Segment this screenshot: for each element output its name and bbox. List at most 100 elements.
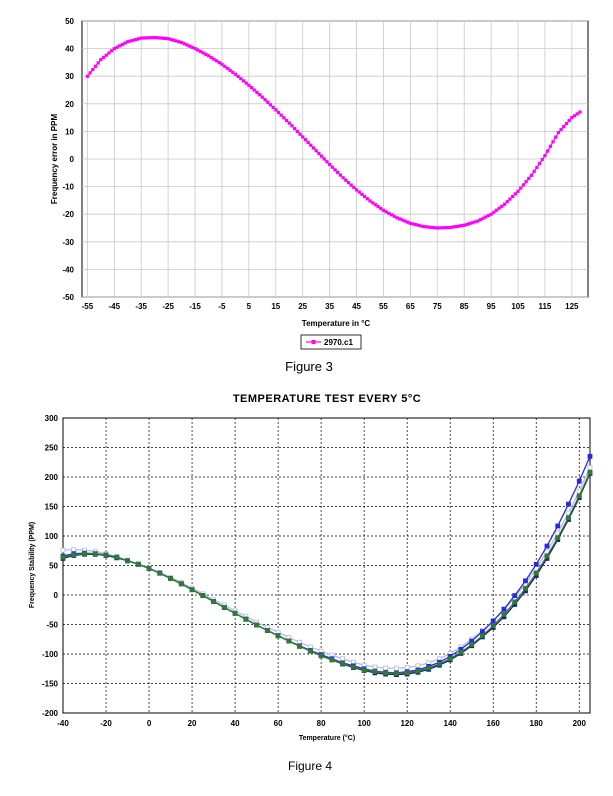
figure-3-data-point: [101, 55, 106, 60]
figure-4-series: [60, 453, 593, 678]
figure-3-data-point: [303, 138, 307, 142]
figure-3-data-point: [438, 226, 442, 230]
figure-4-ytick-label: 50: [49, 562, 58, 571]
figure-3-data-point: [99, 58, 103, 62]
figure-3-data-point: [411, 222, 415, 226]
figure-4-xtick-label: 200: [573, 719, 587, 728]
figure-4-data-point: [533, 570, 539, 576]
figure-3-data-point: [309, 143, 313, 147]
figure-4-data-point: [211, 599, 216, 604]
figure-3-data-point: [171, 38, 176, 42]
figure-3-data-point: [177, 40, 181, 44]
figure-3-data-point: [314, 149, 318, 153]
figure-3-data-point: [325, 160, 329, 164]
figure-4-data-point: [125, 558, 130, 564]
figure-4-data-point: [555, 535, 561, 541]
figure-3-data-point: [502, 202, 507, 206]
figure-3-data-point: [392, 214, 396, 218]
figure-3-ticks: -55 -45 -35 -25 -15 -5 5 15 25 35 45 55 65 75 85 95 105 1…: [62, 17, 579, 311]
figure-3-legend-label: 2970.c1: [324, 338, 353, 347]
figure-3-data-point: [575, 112, 579, 116]
figure-4-data-point: [587, 465, 593, 470]
figure-4-xtick-label: 40: [231, 719, 240, 728]
figure-4-data-point: [394, 665, 399, 671]
figure-3-data-point: [346, 181, 351, 185]
figure-4-xtick-label: 160: [487, 719, 501, 728]
figure-4-data-point: [544, 553, 550, 559]
figure-3-data-point: [567, 118, 571, 123]
figure-3-data-point: [209, 55, 213, 60]
figure-3-data-point: [511, 194, 515, 199]
figure-4-data-point: [200, 593, 206, 598]
figure-3-data-point: [249, 86, 254, 90]
figure-3-data-point: [521, 183, 526, 187]
figure-3-data-point: [123, 41, 127, 45]
figure-4-xtick-label: 120: [400, 719, 414, 728]
figure-3-data-point: [198, 49, 203, 54]
figure-3-data-point: [228, 68, 232, 72]
figure-3-data-point: [328, 162, 332, 167]
figure-4-data-point: [329, 657, 335, 663]
figure-3-xtick-label: -35: [135, 302, 147, 311]
figure-3-data-point: [454, 224, 458, 229]
figure-4-ytick-label: -200: [42, 709, 59, 718]
figure-3-xtick-label: -45: [109, 302, 121, 311]
figure-4-gridlines: [62, 417, 590, 714]
figure-3-data-point: [406, 220, 410, 224]
figure-3-data-point: [295, 129, 299, 133]
figure-4-title: TEMPERATURE TEST EVERY 5°C: [233, 393, 421, 405]
figure-3-data-point: [578, 110, 582, 114]
figure-4-data-point: [469, 642, 475, 647]
figure-3-data-point: [88, 71, 92, 75]
figure-3-data-point: [430, 225, 434, 230]
figure-3-xtick-label: 15: [271, 302, 280, 311]
figure-4-data-point: [480, 629, 485, 634]
figure-3-ytick-label: 0: [70, 155, 75, 164]
figure-3-xtick-label: 75: [433, 302, 442, 311]
figure-3-xtick-label: 35: [325, 302, 334, 311]
figure-4-data-point: [60, 554, 66, 560]
figure-4-ytick-label: 250: [45, 444, 59, 453]
figure-3-data-point: [169, 37, 173, 42]
figure-3-ytick-label: 10: [65, 127, 74, 136]
figure-4-data-point: [458, 649, 464, 655]
figure-3-data-point: [408, 221, 412, 225]
figure-4-data-point: [544, 543, 550, 549]
figure-3-data-point: [206, 54, 211, 58]
figure-3-data-point: [379, 206, 383, 211]
figure-4-data-point: [221, 604, 227, 610]
figure-3-data-point: [467, 221, 472, 226]
figure-3-data-point: [290, 124, 294, 128]
figure-4-data-point: [415, 663, 421, 669]
figure-3-data-point: [414, 223, 418, 227]
figure-3-data-point: [131, 38, 135, 42]
figure-3-data-point: [373, 203, 377, 207]
figure-4-data-point: [189, 587, 195, 593]
figure-3-data-point: [403, 219, 407, 223]
figure-3-data-point: [562, 124, 566, 129]
figure-3-ytick-label: 20: [65, 100, 74, 109]
figure-4-data-point: [576, 493, 582, 499]
figure-4-data-point: [297, 643, 303, 649]
figure-4-ylabel: Frequency Stability (PPM): [29, 522, 36, 608]
figure-3-xtick-label: 65: [406, 302, 415, 311]
figure-3-data-point: [223, 64, 227, 68]
figure-4-xtick-label: 100: [357, 719, 371, 728]
figure-3-data-point: [263, 98, 267, 102]
figure-3-data-point: [93, 64, 98, 68]
figure-3-data-point: [449, 225, 453, 230]
figure-4-chart: TEMPERATURE TEST EVERY 5°C -40 -20 0 20 40 60…: [29, 393, 593, 773]
figure-3-data-point: [389, 213, 394, 217]
figure-3-ytick-label: 50: [65, 17, 74, 26]
figure-3-data-point: [260, 95, 264, 99]
figure-4-data-point: [71, 547, 77, 552]
figure-3-data-point: [298, 132, 302, 136]
figure-3-data-point: [457, 224, 461, 228]
figure-3-data-point: [443, 226, 447, 230]
figure-3-data-point: [422, 225, 426, 229]
figure-3-data-point: [564, 121, 569, 126]
figure-3-data-point: [282, 116, 286, 120]
figure-4-data-point: [523, 586, 528, 591]
figure-4-ticks: -40 -20 0 20 40 60 80 100 120 140 160 180 200-200-15…: [42, 414, 586, 728]
figure-3-data-point: [513, 192, 517, 196]
